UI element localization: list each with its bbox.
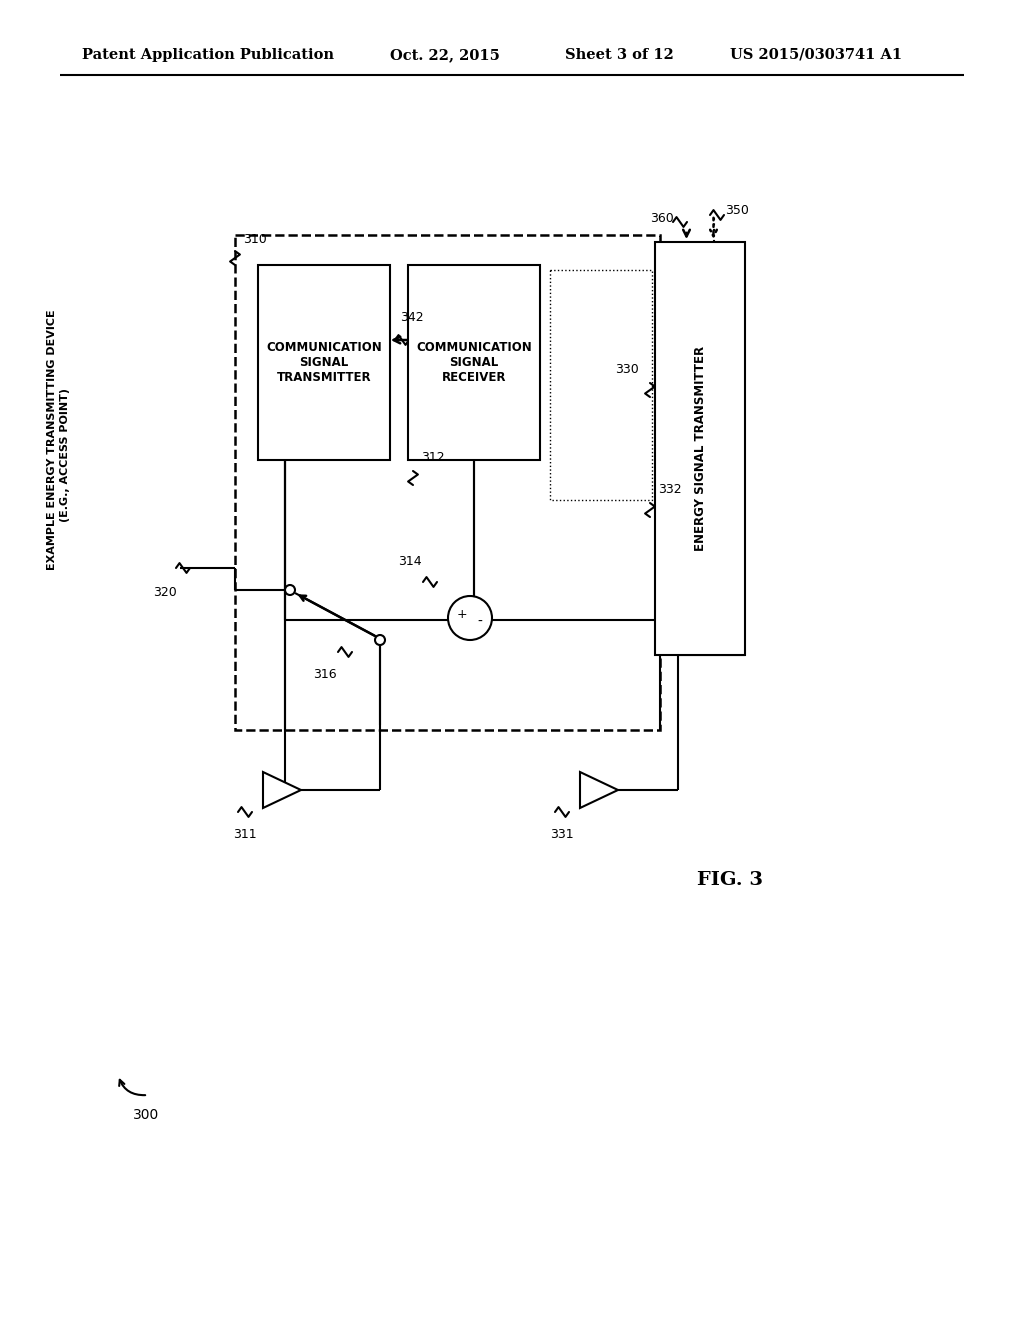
Polygon shape — [655, 242, 745, 655]
Text: 332: 332 — [658, 483, 682, 496]
Text: COMMUNICATION
SIGNAL
TRANSMITTER: COMMUNICATION SIGNAL TRANSMITTER — [266, 341, 382, 384]
Text: 310: 310 — [243, 234, 266, 246]
Polygon shape — [580, 772, 618, 808]
Text: US 2015/0303741 A1: US 2015/0303741 A1 — [730, 48, 902, 62]
Text: FIG. 3: FIG. 3 — [697, 871, 763, 888]
Text: 300: 300 — [133, 1107, 160, 1122]
Circle shape — [449, 597, 492, 640]
Text: 314: 314 — [398, 554, 422, 568]
Text: ENERGY SIGNAL TRANSMITTER: ENERGY SIGNAL TRANSMITTER — [693, 346, 707, 550]
Text: COMMUNICATION
SIGNAL
RECEIVER: COMMUNICATION SIGNAL RECEIVER — [416, 341, 531, 384]
Text: 360: 360 — [650, 211, 674, 224]
Text: 342: 342 — [400, 312, 424, 323]
Text: (E.G., ACCESS POINT): (E.G., ACCESS POINT) — [60, 388, 70, 521]
Text: 320: 320 — [153, 586, 177, 599]
Polygon shape — [258, 265, 390, 459]
Text: 330: 330 — [615, 363, 639, 376]
Text: Sheet 3 of 12: Sheet 3 of 12 — [565, 48, 674, 62]
Text: 350: 350 — [725, 205, 749, 218]
Text: Oct. 22, 2015: Oct. 22, 2015 — [390, 48, 500, 62]
Text: -: - — [477, 615, 482, 630]
FancyArrowPatch shape — [119, 1080, 145, 1096]
Circle shape — [285, 585, 295, 595]
Text: 331: 331 — [550, 828, 573, 841]
Polygon shape — [408, 265, 540, 459]
Circle shape — [375, 635, 385, 645]
Text: Patent Application Publication: Patent Application Publication — [82, 48, 334, 62]
Text: +: + — [457, 607, 467, 620]
Text: 316: 316 — [313, 668, 337, 681]
Text: EXAMPLE ENERGY TRANSMITTING DEVICE: EXAMPLE ENERGY TRANSMITTING DEVICE — [47, 310, 57, 570]
Text: 311: 311 — [233, 828, 257, 841]
Text: 312: 312 — [421, 451, 444, 465]
Polygon shape — [263, 772, 301, 808]
